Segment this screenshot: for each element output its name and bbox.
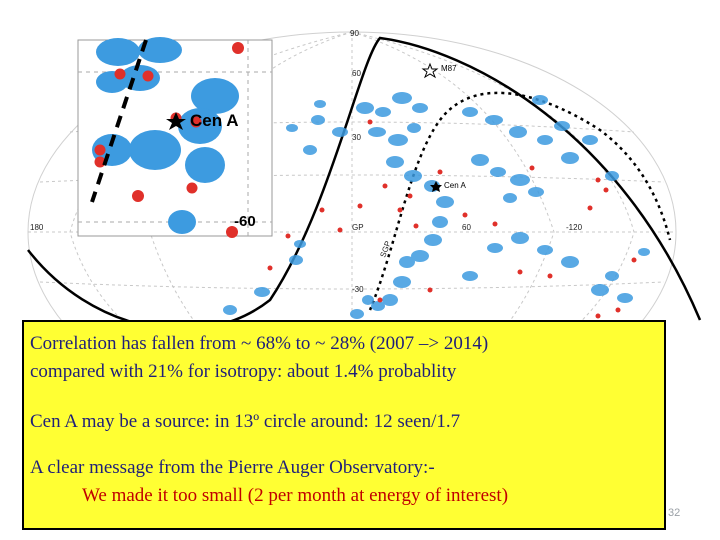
inset-events <box>94 42 244 238</box>
callout-line-isotropy: compared with 21% for isotropy: about 1.… <box>30 361 457 382</box>
inset-cen-a-star-icon <box>166 112 186 130</box>
summary-callout: Correlation has fallen from ~ 68% to ~ 2… <box>22 320 666 530</box>
callout-line-conclusion: We made it too small (2 per month at ene… <box>82 485 509 506</box>
exposure-boundary <box>368 91 672 311</box>
lat-60-label: 60 <box>352 69 361 78</box>
event-density-blobs <box>223 92 650 319</box>
inset-blobs <box>92 37 239 234</box>
callout-line-correlation: Correlation has fallen from ~ 68% to ~ 2… <box>30 333 489 354</box>
cosmic-ray-events <box>267 119 637 319</box>
star-icon <box>421 62 439 79</box>
lat-30-label: 30 <box>352 133 361 142</box>
cen-a-marker: Cen A <box>430 181 466 192</box>
page-number: 32 <box>668 507 681 519</box>
star-icon <box>430 181 442 192</box>
lon-m120-label: -120 <box>566 223 583 232</box>
lat-m30-label: -30 <box>352 285 364 294</box>
cen-a-label: Cen A <box>444 181 466 190</box>
lon-60-label: 60 <box>462 223 471 232</box>
cen-a-zoom-inset: Cen A -60 <box>77 37 273 238</box>
m87-label: M87 <box>441 64 457 73</box>
inset-lat-label: -60 <box>234 213 256 230</box>
lat-90-label: 90 <box>350 29 359 38</box>
lon-180-label: 180 <box>30 223 44 232</box>
callout-line-message: A clear message from the Pierre Auger Ob… <box>30 457 435 478</box>
gp-label: GP <box>352 223 364 232</box>
inset-supergalactic-line <box>90 39 148 203</box>
inset-cen-a-label: Cen A <box>190 111 239 130</box>
callout-line-cen-a: Cen A may be a source: in 13º circle aro… <box>30 411 461 432</box>
m87-marker: M87 <box>421 62 457 79</box>
